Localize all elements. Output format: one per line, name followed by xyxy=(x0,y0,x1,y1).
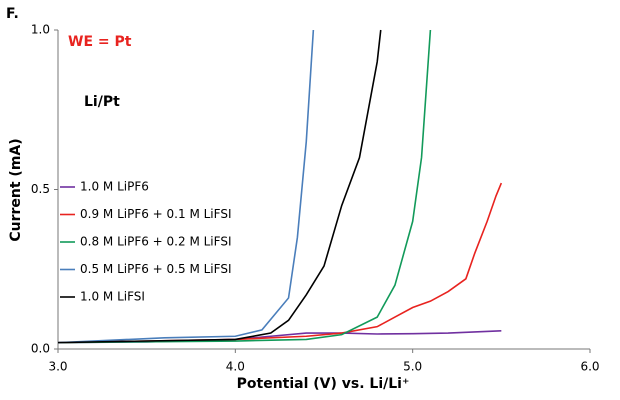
y-tick-label: 1.0 xyxy=(31,23,50,37)
y-tick-label: 0.0 xyxy=(31,342,50,356)
y-axis-label: Current (mA) xyxy=(8,138,24,241)
legend-label: 0.9 M LiPF6 + 0.1 M LiFSI xyxy=(80,207,231,221)
y-tick-label: 0.5 xyxy=(31,182,50,196)
annotation: WE = Pt xyxy=(68,34,132,50)
legend-label: 1.0 M LiPF6 xyxy=(80,180,149,194)
series-line xyxy=(57,29,432,344)
series-line xyxy=(57,29,382,344)
x-tick-label: 4.0 xyxy=(226,360,245,374)
legend-label: 1.0 M LiFSI xyxy=(80,290,145,304)
x-tick-label: 5.0 xyxy=(403,360,422,374)
chart-title: F. xyxy=(6,6,19,22)
x-axis-label: Potential (V) vs. Li/Li⁺ xyxy=(237,376,410,392)
legend-label: 0.8 M LiPF6 + 0.2 M LiFSI xyxy=(80,235,231,249)
legend-label: 0.5 M LiPF6 + 0.5 M LiFSI xyxy=(80,262,231,276)
series-line xyxy=(57,182,503,344)
annotation: Li/Pt xyxy=(84,94,120,110)
x-tick-label: 3.0 xyxy=(48,360,67,374)
x-tick-label: 6.0 xyxy=(580,360,599,374)
series-line xyxy=(57,29,315,344)
